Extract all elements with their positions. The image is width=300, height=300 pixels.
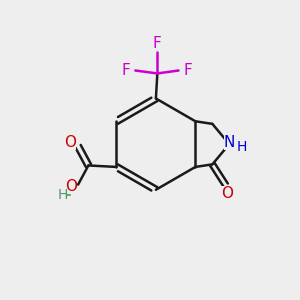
Text: O: O: [64, 135, 76, 150]
Text: O: O: [65, 178, 77, 194]
Text: H: H: [236, 140, 247, 154]
Text: H: H: [58, 188, 68, 202]
Text: N: N: [224, 135, 235, 150]
Text: F: F: [153, 37, 162, 52]
Text: F: F: [183, 63, 192, 78]
Text: O: O: [221, 186, 233, 201]
Text: F: F: [122, 63, 130, 78]
